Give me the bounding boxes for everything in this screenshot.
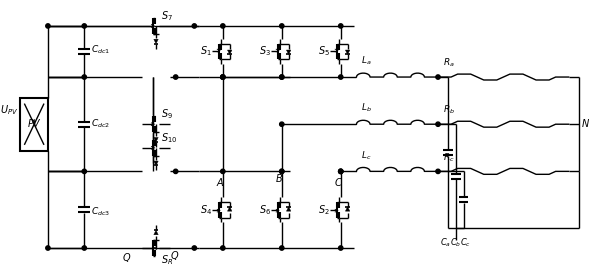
Circle shape — [82, 169, 86, 174]
Text: $S_6$: $S_6$ — [259, 203, 271, 217]
Circle shape — [192, 24, 196, 28]
Text: $C_a$: $C_a$ — [440, 236, 451, 249]
Polygon shape — [154, 161, 158, 165]
Circle shape — [82, 75, 86, 79]
Text: $S_4$: $S_4$ — [200, 203, 212, 217]
Text: $R_c$: $R_c$ — [443, 151, 455, 163]
Circle shape — [339, 169, 343, 174]
Circle shape — [173, 75, 178, 79]
Circle shape — [436, 75, 440, 79]
Text: B: B — [275, 174, 282, 184]
Text: $C_{dc3}$: $C_{dc3}$ — [91, 205, 111, 218]
Circle shape — [280, 169, 284, 174]
Circle shape — [221, 75, 225, 79]
Circle shape — [221, 75, 225, 79]
Circle shape — [339, 169, 343, 174]
Circle shape — [339, 24, 343, 28]
Circle shape — [82, 246, 86, 250]
Circle shape — [82, 24, 86, 28]
Text: $L_b$: $L_b$ — [361, 102, 372, 115]
Circle shape — [339, 75, 343, 79]
Text: $C_{dc1}$: $C_{dc1}$ — [91, 43, 111, 56]
Text: $S_5$: $S_5$ — [318, 45, 330, 58]
Text: $C_c$: $C_c$ — [460, 236, 471, 249]
Circle shape — [280, 169, 284, 174]
Polygon shape — [345, 50, 350, 54]
Text: $L_c$: $L_c$ — [361, 149, 372, 162]
Text: $S_1$: $S_1$ — [200, 45, 212, 58]
Polygon shape — [227, 50, 232, 54]
Circle shape — [221, 246, 225, 250]
Text: $C_{dc2}$: $C_{dc2}$ — [91, 118, 110, 131]
Circle shape — [339, 246, 343, 250]
Text: N: N — [581, 119, 589, 129]
Circle shape — [280, 246, 284, 250]
Circle shape — [221, 75, 225, 79]
Circle shape — [173, 169, 178, 174]
Polygon shape — [154, 39, 158, 44]
Polygon shape — [154, 230, 158, 235]
Bar — [21, 98, 48, 151]
Polygon shape — [227, 207, 232, 211]
Text: $S_{10}$: $S_{10}$ — [161, 131, 178, 145]
Text: C: C — [334, 178, 341, 188]
Text: $S_7$: $S_7$ — [161, 9, 173, 23]
Polygon shape — [154, 137, 158, 142]
Circle shape — [221, 169, 225, 174]
Circle shape — [280, 122, 284, 126]
Circle shape — [436, 122, 440, 126]
Text: $S_2$: $S_2$ — [318, 203, 330, 217]
Text: Q: Q — [171, 251, 179, 261]
Text: Q: Q — [123, 253, 130, 263]
Circle shape — [436, 169, 440, 174]
Text: $L_a$: $L_a$ — [361, 55, 372, 67]
Text: $U_{PV}$: $U_{PV}$ — [0, 104, 18, 117]
Polygon shape — [345, 207, 350, 211]
Text: $R_a$: $R_a$ — [443, 57, 455, 69]
Circle shape — [339, 169, 343, 174]
Text: $C_b$: $C_b$ — [450, 236, 461, 249]
Circle shape — [192, 246, 196, 250]
Text: A: A — [216, 178, 223, 188]
Circle shape — [280, 75, 284, 79]
Polygon shape — [286, 207, 291, 211]
Circle shape — [46, 24, 50, 28]
Circle shape — [280, 75, 284, 79]
Text: $S_3$: $S_3$ — [259, 45, 271, 58]
Polygon shape — [286, 50, 291, 54]
Circle shape — [46, 246, 50, 250]
Circle shape — [221, 24, 225, 28]
Text: $R_b$: $R_b$ — [443, 104, 455, 116]
Circle shape — [280, 24, 284, 28]
Text: $S_9$: $S_9$ — [161, 107, 173, 121]
Text: $S_R$: $S_R$ — [161, 253, 173, 267]
Text: PV: PV — [28, 119, 40, 129]
